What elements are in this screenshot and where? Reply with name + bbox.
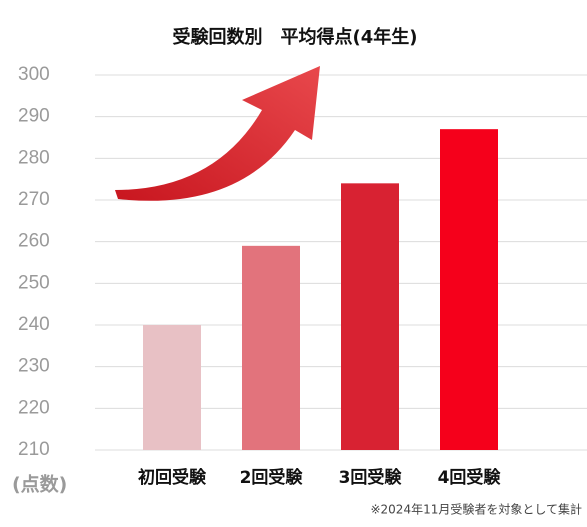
x-tick-label: 2回受験 [240,467,304,488]
y-tick-label: 260 [18,231,50,252]
y-tick-label: 240 [18,314,50,335]
y-tick-label: 290 [18,106,50,127]
y-tick-label: 270 [18,189,50,210]
y-tick-label: 220 [18,397,50,418]
bar [143,325,201,450]
y-tick-label: 210 [18,439,50,460]
y-tick-label: 250 [18,272,50,293]
y-tick-label: 280 [18,147,50,168]
bar [440,129,498,450]
chart-title: 受験回数別 平均得点(4年生) [173,26,418,48]
y-tick-label: 230 [18,356,50,377]
x-tick-label: 4回受験 [438,467,502,488]
note: ※2024年11月受験者を対象として集計 [370,502,582,517]
y-axis-label: (点数) [12,473,67,496]
bar [341,183,399,451]
x-tick-label: 初回受験 [138,467,207,488]
y-tick-label: 300 [18,64,50,85]
x-tick-label: 3回受験 [339,467,403,488]
bar [242,245,300,450]
bars: 初回受験 2回受験 3回受験 4回受験 [138,129,501,488]
trend-arrow [115,66,320,201]
